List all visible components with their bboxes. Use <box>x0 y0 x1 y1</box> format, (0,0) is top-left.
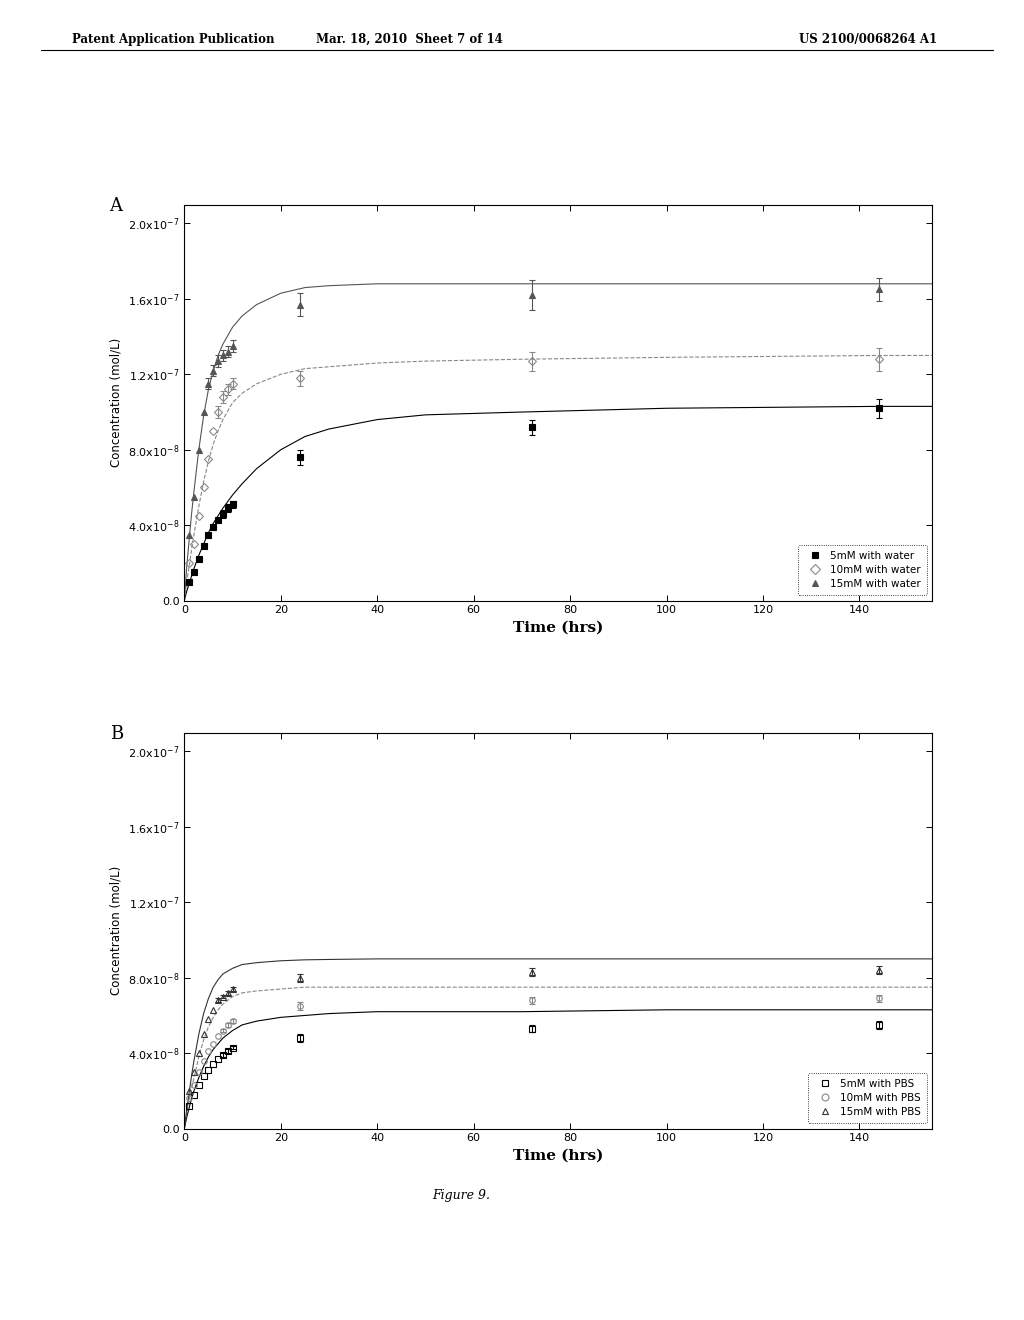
Y-axis label: Concentration (mol/L): Concentration (mol/L) <box>110 866 123 995</box>
X-axis label: Time (hrs): Time (hrs) <box>513 620 603 635</box>
Text: Patent Application Publication: Patent Application Publication <box>72 33 274 46</box>
Legend: 5mM with water, 10mM with water, 15mM with water: 5mM with water, 10mM with water, 15mM wi… <box>799 545 927 595</box>
Text: A: A <box>110 197 123 215</box>
Y-axis label: Concentration (mol/L): Concentration (mol/L) <box>110 338 123 467</box>
X-axis label: Time (hrs): Time (hrs) <box>513 1148 603 1163</box>
Text: US 2100/0068264 A1: US 2100/0068264 A1 <box>799 33 937 46</box>
Text: B: B <box>110 725 123 743</box>
Text: Mar. 18, 2010  Sheet 7 of 14: Mar. 18, 2010 Sheet 7 of 14 <box>316 33 503 46</box>
Text: Figure 9.: Figure 9. <box>432 1188 489 1201</box>
Legend: 5mM with PBS, 10mM with PBS, 15mM with PBS: 5mM with PBS, 10mM with PBS, 15mM with P… <box>808 1073 927 1123</box>
